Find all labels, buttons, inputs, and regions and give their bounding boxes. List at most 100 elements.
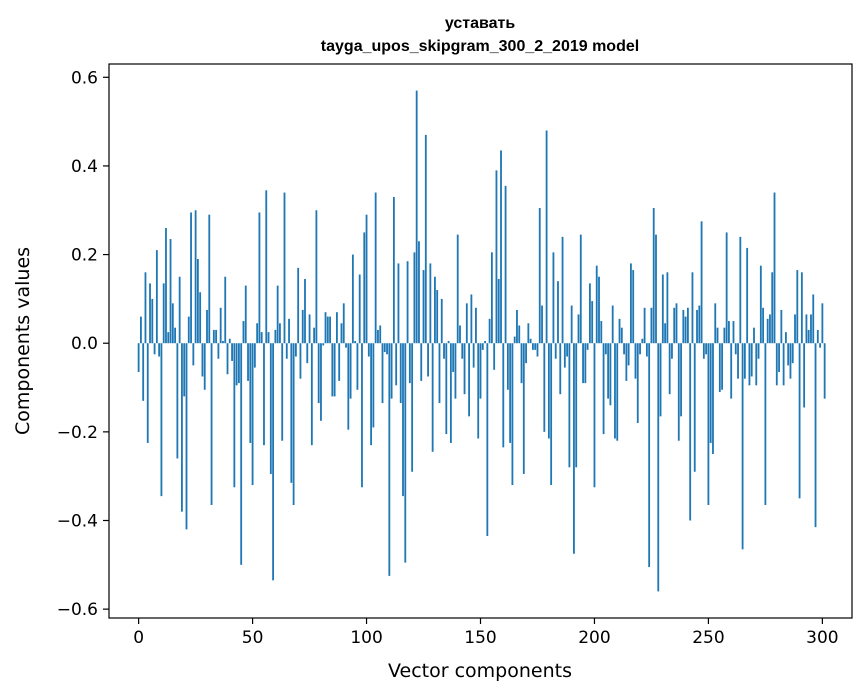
bar-30	[206, 309, 208, 344]
bar-114	[397, 263, 400, 344]
bar-10	[160, 343, 163, 497]
bar-139	[454, 343, 457, 399]
y-axis-label: Components values	[12, 247, 34, 435]
bar-78	[315, 210, 318, 344]
bar-33	[212, 329, 215, 344]
bar-100	[365, 214, 368, 344]
bar-278	[771, 272, 774, 344]
bar-219	[636, 343, 639, 423]
bar-52	[256, 323, 259, 344]
chart-title: уставать	[445, 15, 515, 32]
bar-207	[609, 343, 612, 406]
bar-212	[620, 327, 623, 344]
bar-301	[823, 343, 826, 399]
bar-102	[370, 343, 373, 446]
bar-119	[408, 343, 411, 384]
bar-268	[748, 343, 751, 386]
bar-7	[153, 343, 156, 355]
bar-5	[149, 283, 151, 344]
bar-297	[814, 343, 817, 528]
bar-199	[591, 301, 594, 344]
bar-71	[299, 343, 302, 379]
bar-85	[331, 343, 334, 397]
bar-162	[506, 343, 509, 390]
bar-250	[707, 343, 710, 505]
bar-288	[794, 314, 796, 344]
bar-180	[547, 343, 550, 439]
bar-158	[497, 278, 500, 344]
bar-256	[721, 343, 723, 390]
bar-59	[272, 343, 275, 581]
bar-234	[671, 343, 673, 359]
bar-86	[333, 343, 336, 397]
bar-186	[561, 236, 564, 344]
bar-3	[144, 272, 147, 344]
bar-248	[702, 343, 705, 359]
bar-89	[340, 323, 343, 344]
bar-233	[668, 343, 671, 395]
bar-58	[269, 343, 272, 474]
bar-286	[789, 343, 792, 379]
bar-118	[406, 261, 409, 344]
bar-160	[502, 343, 505, 448]
bar-64	[283, 192, 286, 344]
bar-171	[527, 323, 530, 344]
bar-240	[684, 316, 687, 344]
bar-98	[361, 343, 363, 488]
bar-259	[728, 321, 730, 344]
bar-50	[251, 343, 254, 486]
bar-31	[208, 214, 211, 344]
bar-165	[513, 336, 516, 344]
bar-75	[308, 314, 311, 344]
bar-87	[336, 312, 338, 344]
bar-235	[673, 307, 676, 344]
bar-111	[390, 343, 393, 399]
bar-293	[805, 314, 808, 344]
bar-83	[326, 316, 329, 344]
bar-281	[778, 343, 780, 373]
bar-109	[386, 343, 388, 355]
bar-80	[320, 343, 322, 421]
bar-43	[235, 343, 238, 386]
bar-137	[449, 343, 452, 443]
bar-121	[413, 252, 416, 344]
x-axis-ticks: 0 50 100 150 200 250 300	[133, 618, 839, 648]
bar-282	[780, 309, 783, 344]
bar-246	[698, 305, 701, 344]
bar-60	[274, 329, 277, 344]
bar-178	[543, 343, 546, 432]
bar-17	[176, 343, 179, 459]
bar-4	[146, 343, 149, 443]
bar-127	[427, 343, 429, 377]
y-tick-label: 0.4	[71, 157, 98, 177]
bar-291	[800, 272, 803, 344]
bar-267	[746, 247, 749, 344]
bar-175	[536, 343, 539, 357]
bar-189	[568, 343, 571, 468]
bar-242	[689, 343, 692, 521]
bar-190	[570, 305, 573, 344]
bar-20	[183, 343, 186, 397]
bar-161	[504, 185, 507, 344]
bar-117	[404, 343, 407, 563]
bar-56	[265, 190, 268, 344]
bar-262	[734, 343, 737, 355]
bar-115	[399, 343, 402, 404]
bar-258	[725, 232, 728, 344]
bar-276	[766, 318, 769, 344]
bar-57	[267, 332, 270, 344]
bar-12	[165, 227, 167, 344]
bar-239	[682, 309, 685, 344]
bar-172	[529, 338, 532, 344]
bar-269	[750, 343, 753, 377]
bar-40	[228, 338, 231, 344]
bar-203	[600, 321, 603, 344]
bar-232	[666, 272, 669, 344]
bar-263	[737, 343, 739, 379]
bar-144	[465, 303, 468, 344]
bar-208	[611, 305, 614, 344]
bar-244	[693, 343, 696, 472]
bar-106	[379, 325, 382, 344]
bar-296	[812, 294, 815, 344]
bar-116	[402, 343, 404, 497]
